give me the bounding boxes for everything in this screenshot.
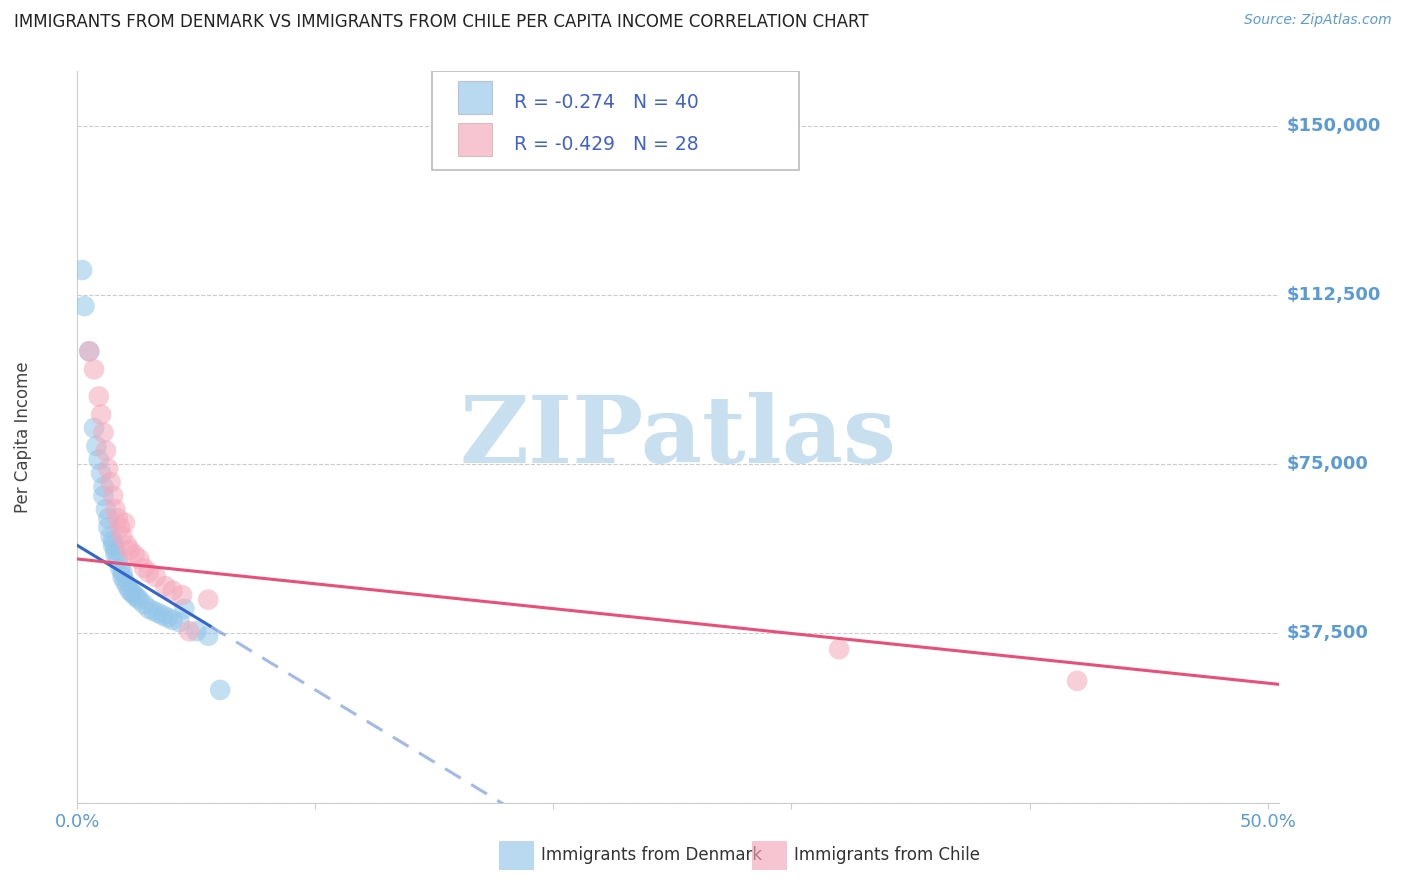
Text: $37,500: $37,500: [1286, 624, 1368, 642]
Point: [90, 408, 112, 422]
Point: [114, 516, 136, 530]
Point: [128, 552, 150, 566]
Point: [94, 502, 117, 516]
Point: [142, 604, 165, 618]
Point: [169, 615, 191, 630]
Point: [828, 642, 851, 657]
Point: [111, 566, 134, 580]
Point: [186, 624, 208, 639]
Point: [101, 538, 124, 552]
Text: ZIPatlas: ZIPatlas: [460, 392, 897, 482]
Point: [148, 606, 170, 620]
Point: [138, 601, 160, 615]
Point: [101, 489, 124, 503]
Point: [70, 263, 93, 277]
Text: R = -0.429   N = 28: R = -0.429 N = 28: [513, 135, 699, 153]
FancyBboxPatch shape: [458, 123, 492, 156]
Point: [97, 520, 120, 534]
Point: [118, 543, 141, 558]
Point: [121, 586, 143, 600]
Point: [156, 610, 179, 624]
Point: [170, 588, 193, 602]
Point: [94, 443, 117, 458]
Point: [107, 511, 129, 525]
Point: [197, 629, 219, 643]
Point: [128, 592, 150, 607]
Point: [111, 570, 134, 584]
Point: [179, 624, 201, 639]
Point: [197, 592, 219, 607]
Point: [100, 529, 122, 543]
Point: [132, 597, 155, 611]
Text: IMMIGRANTS FROM DENMARK VS IMMIGRANTS FROM CHILE PER CAPITA INCOME CORRELATION C: IMMIGRANTS FROM DENMARK VS IMMIGRANTS FR…: [14, 13, 869, 31]
Point: [138, 566, 160, 580]
Point: [152, 608, 174, 623]
Point: [145, 570, 167, 584]
Point: [97, 511, 120, 525]
Text: Source: ZipAtlas.com: Source: ZipAtlas.com: [1244, 13, 1392, 28]
Point: [209, 682, 232, 697]
Text: R = -0.274   N = 40: R = -0.274 N = 40: [513, 93, 699, 112]
Point: [100, 475, 122, 490]
Point: [83, 421, 105, 435]
Point: [107, 552, 129, 566]
Point: [108, 520, 131, 534]
Text: Per Capita Income: Per Capita Income: [14, 361, 32, 513]
Text: $112,500: $112,500: [1286, 285, 1381, 304]
Point: [86, 439, 108, 453]
Text: $150,000: $150,000: [1286, 117, 1381, 135]
Point: [87, 452, 110, 467]
Point: [83, 362, 105, 376]
Point: [1066, 673, 1088, 688]
FancyBboxPatch shape: [432, 71, 799, 170]
Point: [93, 489, 115, 503]
Text: Immigrants from Denmark: Immigrants from Denmark: [541, 847, 762, 864]
Point: [108, 561, 131, 575]
Point: [104, 548, 127, 562]
Point: [111, 529, 134, 543]
Point: [93, 425, 115, 440]
Point: [101, 533, 124, 548]
Point: [162, 613, 184, 627]
Point: [93, 480, 115, 494]
Point: [117, 538, 139, 552]
Point: [155, 579, 177, 593]
Text: $75,000: $75,000: [1286, 455, 1368, 473]
Point: [125, 591, 148, 605]
Point: [118, 583, 141, 598]
Point: [162, 583, 184, 598]
Point: [90, 466, 112, 480]
Point: [117, 579, 139, 593]
Point: [114, 574, 136, 589]
Point: [97, 461, 120, 475]
Point: [87, 389, 110, 403]
Point: [124, 588, 146, 602]
Point: [173, 601, 195, 615]
Point: [77, 344, 100, 359]
Point: [73, 299, 96, 313]
Point: [124, 548, 146, 562]
Point: [104, 502, 127, 516]
Text: Immigrants from Chile: Immigrants from Chile: [794, 847, 980, 864]
Point: [77, 344, 100, 359]
Point: [104, 543, 127, 558]
FancyBboxPatch shape: [458, 81, 492, 114]
Point: [132, 561, 155, 575]
